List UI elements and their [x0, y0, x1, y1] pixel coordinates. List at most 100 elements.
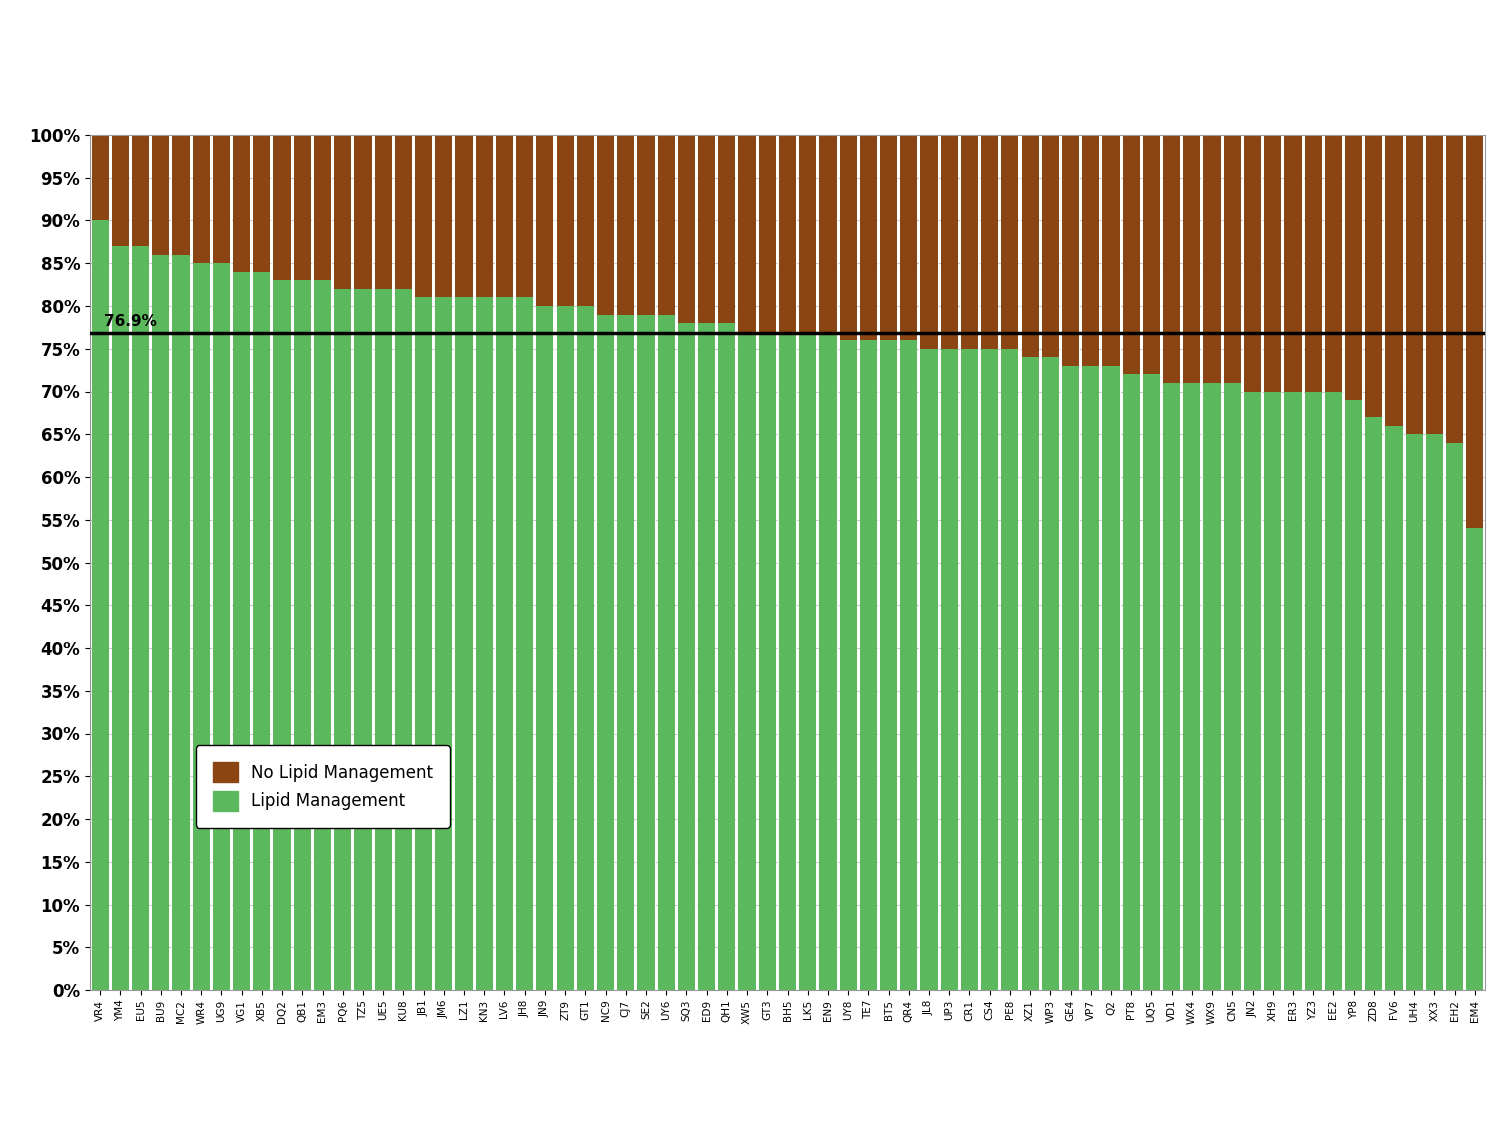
Bar — [111, 246, 129, 990]
Bar — [1386, 425, 1402, 990]
Bar — [678, 135, 694, 323]
Bar — [435, 297, 453, 990]
Bar — [254, 135, 270, 272]
Bar — [597, 315, 613, 990]
Bar — [172, 135, 189, 254]
Bar — [981, 135, 999, 349]
Bar — [1041, 135, 1059, 358]
Bar — [1143, 135, 1160, 375]
Bar — [1346, 400, 1362, 990]
Bar — [394, 289, 412, 990]
Text: 76.9%: 76.9% — [104, 314, 158, 330]
Bar — [1305, 392, 1322, 990]
Bar — [1365, 417, 1383, 990]
Bar — [92, 135, 108, 220]
Bar — [314, 135, 332, 280]
Bar — [880, 340, 897, 990]
Bar — [213, 135, 230, 263]
Bar — [1365, 135, 1383, 417]
Bar — [1264, 135, 1281, 392]
Bar — [800, 135, 816, 332]
Bar — [1426, 135, 1443, 434]
Bar — [294, 280, 310, 990]
Bar — [657, 315, 675, 990]
Bar — [840, 135, 856, 340]
Bar — [1406, 135, 1423, 434]
Bar — [576, 306, 594, 990]
Bar — [1244, 392, 1262, 990]
Bar — [678, 323, 694, 990]
Bar — [416, 297, 432, 990]
Bar — [192, 135, 210, 263]
Bar — [1082, 366, 1100, 990]
Bar — [1244, 135, 1262, 392]
Bar — [1002, 135, 1019, 349]
Bar — [1002, 349, 1019, 990]
Bar — [152, 254, 170, 990]
Bar — [152, 135, 170, 254]
Bar — [1162, 382, 1180, 990]
Bar — [232, 272, 250, 990]
Bar — [1446, 135, 1464, 443]
Bar — [1041, 358, 1059, 990]
Bar — [1264, 392, 1281, 990]
Bar — [496, 297, 513, 990]
Bar — [1224, 135, 1240, 382]
Bar — [1122, 375, 1140, 990]
Bar — [334, 135, 351, 289]
Bar — [880, 135, 897, 340]
Bar — [334, 289, 351, 990]
Bar — [516, 135, 534, 297]
Bar — [1224, 382, 1240, 990]
Bar — [375, 289, 392, 990]
Bar — [1062, 135, 1078, 366]
Bar — [435, 135, 453, 297]
Bar — [900, 340, 918, 990]
Bar — [1203, 382, 1221, 990]
Bar — [1426, 434, 1443, 990]
Bar — [819, 135, 837, 332]
Bar — [496, 135, 513, 297]
Bar — [537, 135, 554, 306]
Bar — [1102, 135, 1119, 366]
Bar — [1406, 434, 1423, 990]
Bar — [597, 135, 613, 315]
Bar — [962, 135, 978, 349]
Bar — [738, 332, 756, 990]
Bar — [819, 332, 837, 990]
Bar — [92, 220, 108, 990]
Bar — [111, 135, 129, 246]
Bar — [859, 135, 877, 340]
Bar — [900, 135, 918, 340]
Bar — [394, 135, 412, 289]
Bar — [616, 135, 634, 315]
Bar — [192, 263, 210, 990]
Bar — [516, 297, 534, 990]
Legend: No Lipid Management, Lipid Management: No Lipid Management, Lipid Management — [196, 746, 450, 828]
Bar — [1446, 443, 1464, 990]
Bar — [718, 135, 735, 323]
Bar — [375, 135, 392, 289]
Bar — [1346, 135, 1362, 400]
Bar — [921, 135, 938, 349]
Bar — [476, 135, 494, 297]
Bar — [616, 315, 634, 990]
Bar — [1022, 135, 1038, 358]
Bar — [576, 135, 594, 306]
Bar — [254, 272, 270, 990]
Bar — [1386, 135, 1402, 425]
Bar — [940, 135, 958, 349]
Bar — [1324, 392, 1342, 990]
Bar — [698, 323, 715, 990]
Bar — [1184, 135, 1200, 382]
Bar — [981, 349, 999, 990]
Bar — [456, 135, 472, 297]
Bar — [638, 315, 654, 990]
Bar — [556, 135, 573, 306]
Bar — [1022, 358, 1038, 990]
Bar — [759, 332, 776, 990]
Bar — [132, 246, 148, 990]
Bar — [1284, 392, 1302, 990]
Bar — [638, 135, 654, 315]
Bar — [273, 135, 291, 280]
